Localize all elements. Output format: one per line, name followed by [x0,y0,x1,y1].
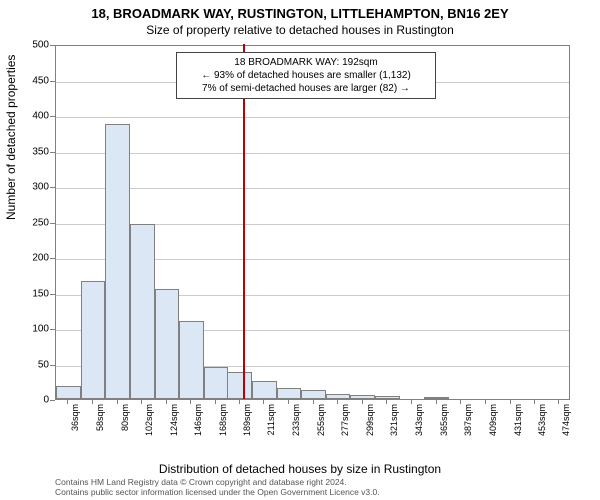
y-tick-label: 150 [32,288,49,299]
x-tick-mark [141,400,142,404]
histogram-bar [301,390,326,399]
x-tick-label: 168sqm [218,404,228,436]
y-tick-label: 300 [32,182,49,193]
x-tick-mark [436,400,437,404]
annotation-box: 18 BROADMARK WAY: 192sqm ← 93% of detach… [176,52,436,99]
y-tick-label: 350 [32,146,49,157]
x-tick-mark [263,400,264,404]
y-tick-label: 200 [32,253,49,264]
x-tick-mark [485,400,486,404]
histogram-bar [326,394,351,399]
histogram-bar [424,397,449,399]
x-tick-label: 365sqm [439,404,449,436]
x-axis-ticks: 36sqm 58sqm 80sqm 102sqm 124sqm 146sqm 168sqm 1… [55,400,570,450]
x-tick-mark [510,400,511,404]
x-tick-label: 124sqm [169,404,179,436]
footer-line1: Contains HM Land Registry data © Crown c… [55,477,380,487]
x-tick-label: 431sqm [513,404,523,436]
histogram-bar [252,381,277,399]
x-tick-label: 474sqm [561,404,571,436]
x-tick-mark [117,400,118,404]
y-tick-label: 250 [32,217,49,228]
histogram-bar [105,124,130,399]
footer: Contains HM Land Registry data © Crown c… [55,477,380,497]
histogram-bar [375,396,400,399]
x-tick-label: 189sqm [242,404,252,436]
histogram-bar [130,224,155,399]
histogram-bar [56,386,81,399]
x-tick-mark [386,400,387,404]
gridline [56,117,569,118]
chart-subtitle: Size of property relative to detached ho… [0,21,600,39]
histogram-bar [277,388,302,399]
plot-area: 18 BROADMARK WAY: 192sqm ← 93% of detach… [55,45,570,400]
x-tick-label: 409sqm [488,404,498,436]
footer-line2: Contains public sector information licen… [55,487,380,497]
histogram-bar [227,372,252,399]
annotation-line2: ← 93% of detached houses are smaller (1,… [182,69,430,82]
x-tick-mark [288,400,289,404]
x-tick-mark [215,400,216,404]
x-tick-mark [67,400,68,404]
y-axis-ticks: 050100150200250300350400450500 [0,45,52,400]
y-tick-label: 100 [32,324,49,335]
x-tick-mark [558,400,559,404]
chart-container: 18, BROADMARK WAY, RUSTINGTON, LITTLEHAM… [0,0,600,500]
x-tick-label: 211sqm [266,404,276,435]
x-tick-label: 233sqm [291,404,301,436]
histogram-bar [179,321,204,399]
x-tick-label: 299sqm [365,404,375,436]
chart-title: 18, BROADMARK WAY, RUSTINGTON, LITTLEHAM… [0,0,600,21]
y-tick-label: 50 [38,359,49,370]
x-tick-mark [190,400,191,404]
x-tick-label: 343sqm [414,404,424,436]
x-tick-mark [362,400,363,404]
x-tick-mark [411,400,412,404]
x-tick-mark [313,400,314,404]
x-tick-mark [534,400,535,404]
histogram-bar [155,289,180,399]
x-tick-label: 255sqm [316,404,326,436]
annotation-line1: 18 BROADMARK WAY: 192sqm [182,56,430,69]
gridline [56,188,569,189]
x-tick-label: 102sqm [144,404,154,436]
x-tick-mark [92,400,93,404]
x-tick-label: 453sqm [537,404,547,436]
histogram-bar [204,367,229,399]
y-tick-label: 400 [32,111,49,122]
x-tick-label: 146sqm [193,404,203,436]
y-tick-label: 500 [32,40,49,51]
x-tick-label: 277sqm [340,404,350,436]
x-tick-label: 80sqm [120,404,130,431]
x-tick-mark [460,400,461,404]
histogram-bar [81,281,106,399]
x-tick-mark [166,400,167,404]
y-tick-label: 0 [43,395,49,406]
annotation-line3: 7% of semi-detached houses are larger (8… [182,82,430,95]
y-tick-label: 450 [32,75,49,86]
x-tick-mark [239,400,240,404]
x-tick-label: 321sqm [389,404,399,436]
x-tick-label: 58sqm [95,404,105,431]
x-axis-label: Distribution of detached houses by size … [0,462,600,476]
gridline [56,153,569,154]
x-tick-label: 36sqm [70,404,80,431]
x-tick-label: 387sqm [463,404,473,436]
x-tick-mark [337,400,338,404]
histogram-bar [350,395,375,399]
